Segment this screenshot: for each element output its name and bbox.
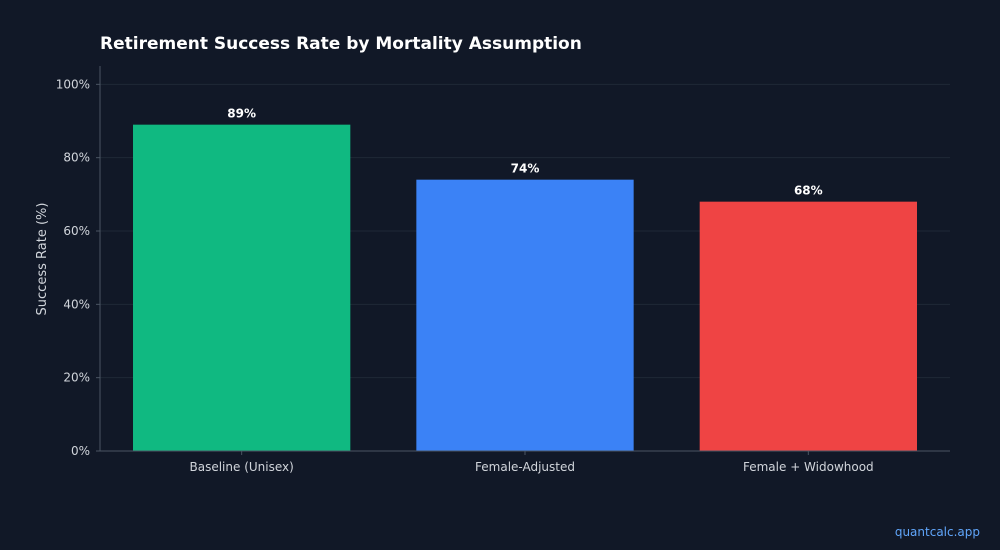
bar-value-label: 74% xyxy=(511,162,540,176)
x-tick-label: Female-Adjusted xyxy=(475,460,575,474)
bar-value-label: 68% xyxy=(794,184,823,198)
watermark-link[interactable]: quantcalc.app xyxy=(894,525,980,539)
y-tick-label: 40% xyxy=(63,297,90,311)
y-tick-label: 0% xyxy=(71,444,90,458)
x-tick-label: Baseline (Unisex) xyxy=(190,460,294,474)
y-axis-label: Success Rate (%) xyxy=(35,203,50,316)
y-tick-label: 60% xyxy=(63,224,90,238)
y-tick-label: 20% xyxy=(63,371,90,385)
bar xyxy=(699,201,917,451)
bar xyxy=(416,179,634,451)
bar xyxy=(133,124,351,452)
labels: 89% 74% 68% xyxy=(227,107,822,198)
x-tick-label: Female + Widowhood xyxy=(743,460,874,474)
y-tick-label: 80% xyxy=(63,151,90,165)
chart-title: Retirement Success Rate by Mortality Ass… xyxy=(100,34,582,54)
bars xyxy=(133,124,917,452)
axes: 0% 20% 40% 60% 80% 100% Baseline (Unisex) Femal… xyxy=(56,66,950,474)
y-tick-label: 100% xyxy=(56,77,90,91)
bar-value-label: 89% xyxy=(227,107,256,121)
